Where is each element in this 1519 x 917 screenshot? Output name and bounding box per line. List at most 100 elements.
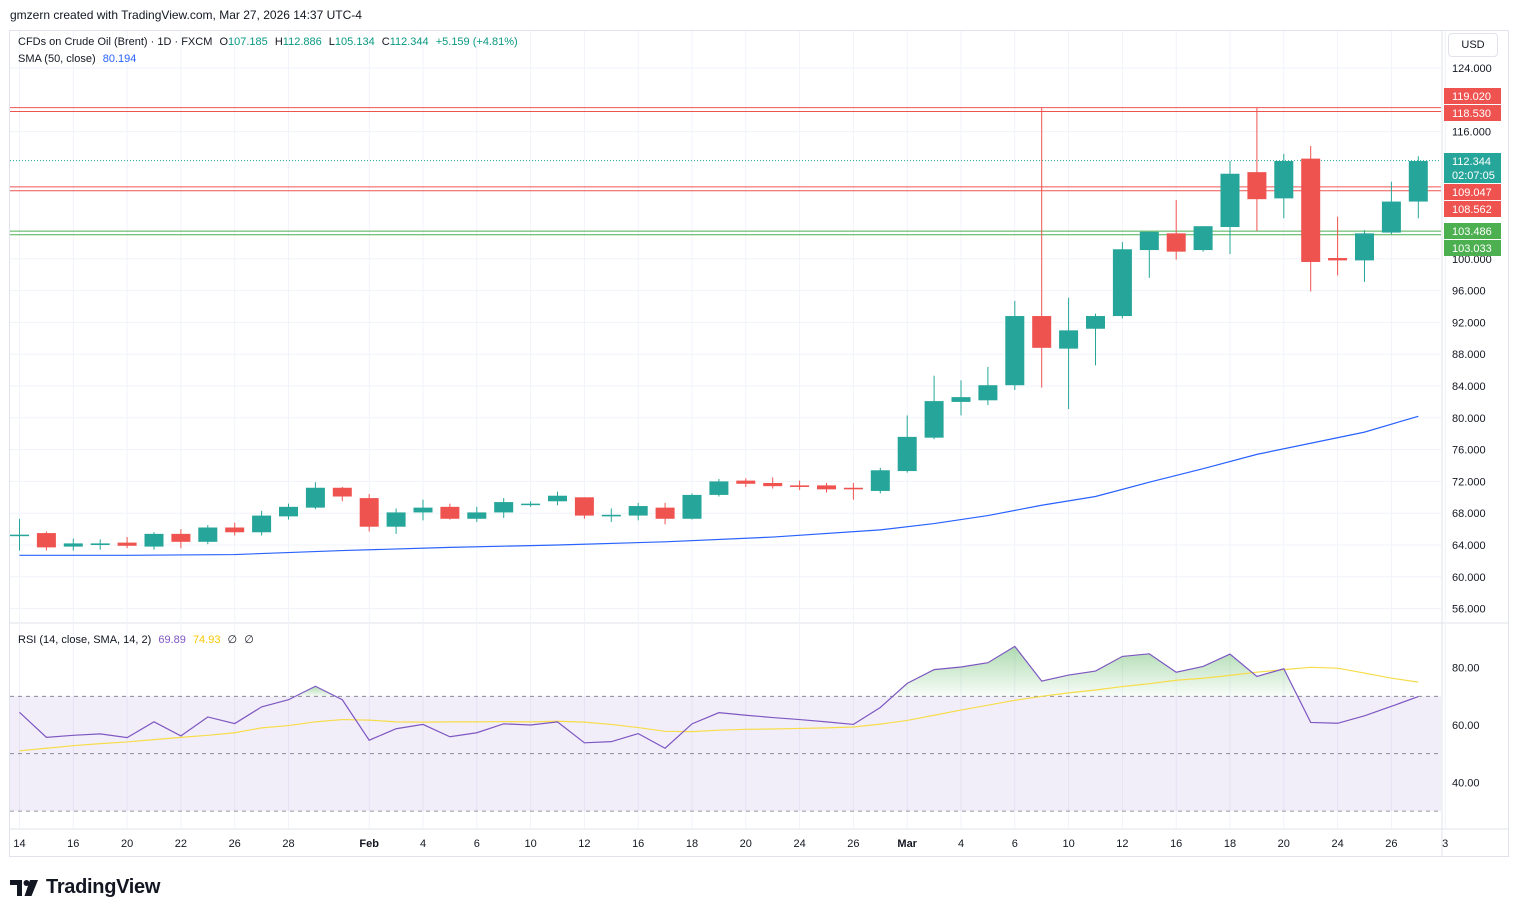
candle-down (763, 482, 783, 487)
currency-button[interactable]: USD (1448, 33, 1498, 57)
candle-up (144, 533, 164, 547)
time-tick-label: 10 (1062, 838, 1074, 850)
candle-up (924, 401, 944, 438)
candle-up (413, 507, 433, 513)
time-tick-label: Feb (359, 838, 379, 850)
tradingview-logo-text: TradingView (46, 876, 161, 898)
price-axis-label-bg (1444, 184, 1501, 200)
time-tick-label: Mar (897, 838, 917, 850)
time-tick-label: 26 (229, 838, 241, 850)
candle-up (682, 494, 702, 519)
time-tick-label: 24 (1331, 838, 1343, 850)
candle-up (1059, 330, 1079, 349)
time-tick-label: 4 (420, 838, 426, 850)
price-tick-label: 80.000 (1452, 413, 1486, 425)
candle-up (1086, 316, 1105, 329)
close-label: C (381, 36, 390, 48)
candle-down (117, 542, 137, 546)
price-axis-label: 109.047 (1452, 187, 1492, 199)
candle-down (790, 485, 810, 487)
price-tick-label: 88.000 (1452, 349, 1486, 361)
time-tick-label: 20 (740, 838, 752, 850)
candle-up (709, 481, 729, 495)
candle-up (1274, 161, 1294, 199)
candle-down (1032, 316, 1052, 348)
time-tick-label: 26 (847, 838, 859, 850)
candle-down (36, 533, 56, 548)
candle-down (171, 533, 191, 542)
candle-down (1166, 233, 1186, 252)
sma-label[interactable]: SMA (50, close) (18, 53, 96, 65)
rsi-extra-2: ∅ (244, 634, 254, 646)
candle-up (467, 512, 487, 519)
candle-down (1247, 172, 1267, 200)
price-tick-label: 56.000 (1452, 604, 1486, 616)
open-label: O (219, 36, 228, 48)
sma-value: 80.194 (102, 53, 137, 65)
price-axis-label-bg (1444, 167, 1501, 183)
time-tick-label: 16 (67, 838, 79, 850)
tradingview-logo[interactable]: TradingView (10, 876, 160, 899)
price-axis-label-bg (1444, 153, 1501, 169)
time-tick-label: 20 (1278, 838, 1290, 850)
high-value: 112.886 (282, 36, 322, 48)
time-tick-label: 6 (1012, 838, 1018, 850)
candle-up (1193, 226, 1213, 251)
candle-up (548, 495, 567, 502)
price-tick-label: 92.000 (1452, 317, 1486, 329)
price-axis-label: 118.530 (1452, 108, 1491, 120)
candle-up (279, 506, 298, 517)
candle-down (736, 480, 756, 484)
time-tick-label: 12 (1116, 838, 1128, 850)
price-tick-label: 60.000 (1452, 572, 1486, 584)
candle-up (494, 502, 514, 513)
rsi-tick-label: 80.00 (1452, 663, 1480, 675)
candle-up (870, 470, 890, 491)
price-tick-label: 72.000 (1452, 476, 1486, 488)
time-tick-label: 26 (1385, 838, 1397, 850)
candle-down (1328, 258, 1348, 261)
close-value: 112.344 (389, 36, 429, 48)
time-tick-label: 6 (474, 838, 480, 850)
price-tick-label: 116.000 (1452, 127, 1491, 139)
candle-up (1005, 316, 1025, 386)
candle-up (1381, 201, 1401, 233)
rsi-overbought-fill (295, 686, 336, 697)
high-label: H (274, 36, 283, 48)
time-tick-label: 3 (1442, 838, 1448, 850)
rsi-label[interactable]: RSI (14, close, SMA, 14, 2) (18, 634, 152, 646)
price-tick-label: 68.000 (1452, 508, 1486, 520)
time-tick-label: 10 (524, 838, 536, 850)
candle-up (897, 436, 917, 472)
rsi-extra-1: ∅ (227, 634, 238, 646)
price-tick-label: 96.000 (1452, 286, 1486, 298)
price-tick-label: 84.000 (1452, 381, 1486, 393)
price-axis-label-bg (1444, 201, 1501, 217)
candle-up (951, 397, 971, 402)
time-tick-label: 22 (175, 838, 187, 850)
time-tick-label: 28 (282, 838, 294, 850)
candle-down (225, 527, 245, 533)
time-tick-label: 12 (578, 838, 590, 850)
rsi-line (19, 645, 1419, 749)
time-tick-label: 14 (13, 838, 25, 850)
candle-down (332, 487, 352, 497)
candle-up (63, 543, 83, 547)
candle-up (978, 385, 998, 401)
price-axis-label: 112.344 (1452, 156, 1491, 168)
price-axis-label-bg (1444, 88, 1501, 104)
time-tick-label: 16 (632, 838, 644, 850)
time-tick-label: 20 (121, 838, 133, 850)
time-tick-label: 24 (793, 838, 805, 850)
candle-down (359, 498, 379, 527)
price-axis-label: 108.562 (1452, 204, 1492, 216)
low-label: L (328, 36, 335, 48)
candle-up (198, 527, 218, 542)
price-axis-label: 103.033 (1452, 243, 1492, 255)
symbol-name[interactable]: CFDs on Crude Oil (Brent) · 1D · FXCM (18, 36, 213, 48)
time-tick-label: 18 (1224, 838, 1236, 850)
rsi-legend: RSI (14, close, SMA, 14, 2) 69.89 74.93 … (18, 633, 258, 646)
candle-down (817, 485, 836, 490)
price-axis-label-bg (1444, 223, 1501, 239)
